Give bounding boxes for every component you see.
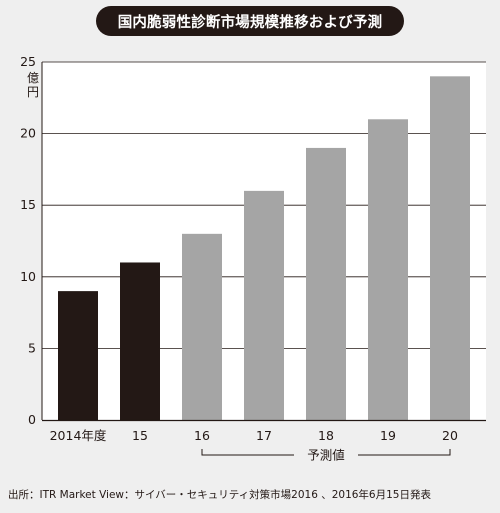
bar bbox=[244, 190, 284, 420]
x-tick-label: 17 bbox=[256, 428, 272, 443]
bar bbox=[430, 76, 470, 420]
bar bbox=[182, 233, 222, 420]
x-tick-label: 19 bbox=[380, 428, 396, 443]
forecast-bracket: 予測値 bbox=[201, 448, 451, 463]
chart-title-banner: 国内脆弱性診断市場規模推移および予測 bbox=[96, 6, 404, 36]
y-tick-label: 25 bbox=[20, 54, 36, 69]
y-tick-label: 10 bbox=[20, 269, 36, 284]
bar bbox=[120, 262, 160, 420]
bar bbox=[306, 147, 346, 421]
y-tick-label: 0 bbox=[28, 412, 36, 427]
forecast-label: 予測値 bbox=[307, 448, 345, 463]
chart-title: 国内脆弱性診断市場規模推移および予測 bbox=[117, 14, 383, 31]
y-tick-labels: 0 5 10 15 20 25 bbox=[20, 54, 36, 427]
x-tick-label: 18 bbox=[318, 428, 334, 443]
x-tick-labels: 2014年度 15 16 17 18 19 20 bbox=[50, 428, 458, 443]
x-tick-label: 15 bbox=[132, 428, 148, 443]
bars bbox=[58, 76, 470, 421]
source-note: 出所：ITR Market View：サイバー・セキュリティ対策市場2016 、… bbox=[8, 489, 431, 501]
x-tick-label: 2014年度 bbox=[50, 428, 107, 443]
bar bbox=[368, 119, 408, 420]
y-unit-label-2: 円 bbox=[27, 85, 39, 99]
x-tick-label: 20 bbox=[442, 428, 458, 443]
y-unit-label-1: 億 bbox=[27, 71, 39, 85]
x-tick-label: 16 bbox=[194, 428, 210, 443]
bar bbox=[58, 291, 98, 420]
y-tick-label: 20 bbox=[20, 126, 36, 141]
y-tick-label: 15 bbox=[20, 197, 36, 212]
y-tick-label: 5 bbox=[28, 340, 36, 355]
forecast-bracket-line bbox=[201, 449, 451, 456]
